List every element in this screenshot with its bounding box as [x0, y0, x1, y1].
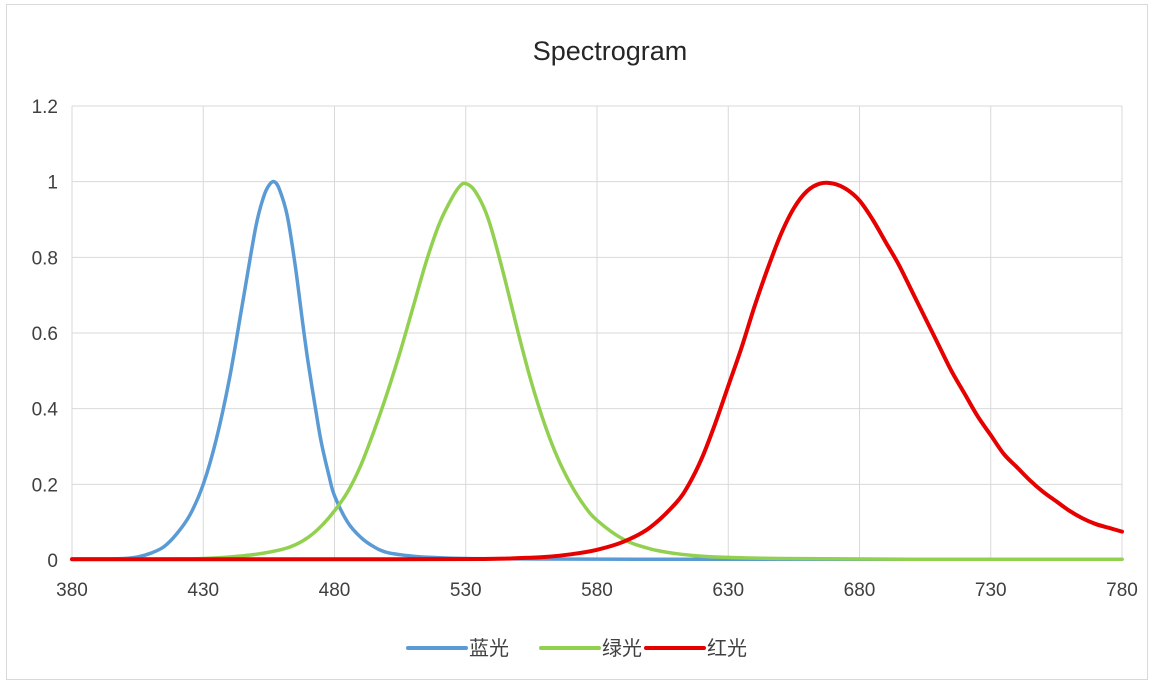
- y-tick-label: 0.6: [32, 324, 58, 345]
- legend-label-green-light: 绿光: [602, 636, 642, 660]
- x-tick-label: 480: [319, 580, 351, 601]
- legend-label-blue-light: 蓝光: [469, 636, 509, 660]
- y-tick-label: 0.4: [32, 400, 59, 421]
- x-tick-label: 380: [56, 580, 88, 601]
- series-line-red-light: [70, 180, 1124, 562]
- series-lines: [70, 179, 1124, 562]
- y-tick-label: 0: [47, 551, 58, 572]
- x-tick-label: 680: [844, 580, 876, 601]
- x-tick-label: 630: [712, 580, 744, 601]
- chart-frame: [6, 4, 1148, 680]
- x-tick-label: 580: [581, 580, 613, 601]
- y-tick-label: 1.2: [32, 97, 58, 118]
- y-axis-ticks: 0 0.2 0.4 0.6 0.8 1 1.2: [32, 97, 59, 572]
- legend: 蓝光 绿光 红光: [406, 636, 747, 660]
- x-tick-label: 430: [187, 580, 219, 601]
- x-tick-label: 780: [1106, 580, 1138, 601]
- series-line-green-light: [70, 181, 1124, 562]
- chart-title: Spectrogram: [533, 36, 688, 66]
- y-tick-label: 0.2: [32, 475, 58, 496]
- x-tick-label: 730: [975, 580, 1007, 601]
- legend-label-red-light: 红光: [707, 636, 747, 660]
- y-tick-label: 0.8: [32, 248, 58, 269]
- x-tick-label: 530: [450, 580, 482, 601]
- x-axis-ticks: 380 430 480 530 580 630 680 730 780: [56, 580, 1138, 601]
- y-tick-label: 1: [47, 173, 58, 194]
- grid-lines: [71, 105, 1123, 561]
